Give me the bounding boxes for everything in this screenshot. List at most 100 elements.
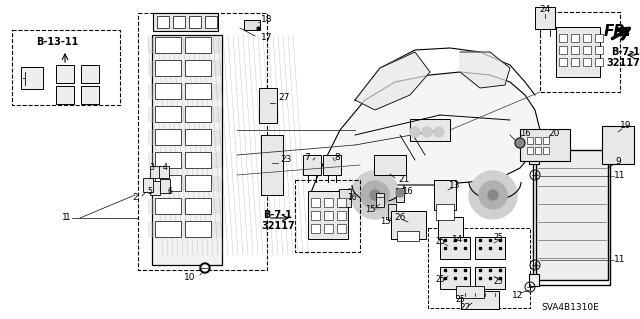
Text: 16: 16 xyxy=(520,129,531,137)
Bar xyxy=(571,46,579,54)
Text: B-7-1: B-7-1 xyxy=(264,210,292,220)
Bar xyxy=(155,37,181,53)
Text: B-7-1: B-7-1 xyxy=(611,47,640,57)
Bar xyxy=(155,221,181,237)
Bar xyxy=(185,152,211,168)
Bar xyxy=(323,211,333,219)
Bar xyxy=(434,180,456,210)
Bar xyxy=(475,237,505,259)
Polygon shape xyxy=(148,107,220,121)
Text: 4: 4 xyxy=(163,164,168,173)
Bar xyxy=(571,58,579,66)
Bar xyxy=(160,179,170,193)
Bar xyxy=(397,231,419,241)
Bar xyxy=(150,166,160,178)
Bar xyxy=(374,155,406,175)
Bar xyxy=(244,20,260,30)
Bar xyxy=(185,198,211,214)
Text: 26: 26 xyxy=(394,213,406,222)
Bar xyxy=(527,146,533,153)
Bar xyxy=(21,67,43,89)
Bar xyxy=(155,152,181,168)
Text: 17: 17 xyxy=(261,33,273,42)
Polygon shape xyxy=(148,130,220,144)
Polygon shape xyxy=(148,176,220,190)
Bar xyxy=(185,221,211,237)
Text: 15: 15 xyxy=(380,218,390,226)
Text: 7: 7 xyxy=(304,153,310,162)
Bar xyxy=(337,211,346,219)
Bar xyxy=(81,86,99,104)
Text: B-13-11: B-13-11 xyxy=(36,37,78,47)
Text: 2: 2 xyxy=(132,194,138,203)
Text: 11: 11 xyxy=(614,256,626,264)
Bar xyxy=(303,155,321,175)
Text: FR.: FR. xyxy=(604,25,632,40)
Bar xyxy=(185,83,211,99)
Bar xyxy=(396,188,404,202)
Bar xyxy=(559,46,567,54)
Bar xyxy=(295,180,360,252)
Circle shape xyxy=(396,189,404,197)
Bar xyxy=(556,27,600,77)
Text: 25: 25 xyxy=(435,238,445,247)
Bar xyxy=(543,146,549,153)
Polygon shape xyxy=(148,222,220,236)
Bar xyxy=(583,58,591,66)
Bar xyxy=(185,37,211,53)
Circle shape xyxy=(200,263,210,273)
Bar xyxy=(388,204,396,220)
Text: 10: 10 xyxy=(184,273,196,283)
Text: 13: 13 xyxy=(449,181,461,189)
Bar xyxy=(56,86,74,104)
Bar xyxy=(535,7,555,29)
Bar xyxy=(520,129,570,161)
Bar xyxy=(475,267,505,289)
Bar xyxy=(185,60,211,76)
Circle shape xyxy=(361,181,389,209)
Bar xyxy=(185,129,211,145)
Text: 11: 11 xyxy=(614,172,626,181)
Bar xyxy=(376,193,384,207)
Bar xyxy=(138,13,267,270)
Bar xyxy=(456,286,484,298)
Polygon shape xyxy=(148,153,220,167)
Polygon shape xyxy=(148,84,220,98)
Text: 23: 23 xyxy=(280,155,291,165)
Text: 32117: 32117 xyxy=(261,221,295,231)
Bar xyxy=(595,34,603,42)
Text: 24: 24 xyxy=(540,5,550,14)
Bar xyxy=(308,191,348,239)
Bar xyxy=(543,137,549,144)
Text: 25: 25 xyxy=(435,276,445,285)
Text: 22: 22 xyxy=(460,303,470,313)
Circle shape xyxy=(422,127,432,137)
Bar xyxy=(529,152,539,164)
Bar xyxy=(205,16,217,28)
Bar xyxy=(527,137,533,144)
Bar xyxy=(12,30,120,105)
Bar xyxy=(595,58,603,66)
Bar xyxy=(155,198,181,214)
Bar xyxy=(559,58,567,66)
Text: 14: 14 xyxy=(452,235,464,244)
Bar xyxy=(536,150,608,280)
Bar xyxy=(310,224,319,233)
Bar xyxy=(436,204,454,220)
Text: 18: 18 xyxy=(261,16,273,25)
Text: 25: 25 xyxy=(493,278,503,286)
Text: 32117: 32117 xyxy=(606,58,640,68)
Bar xyxy=(461,291,499,309)
Text: 12: 12 xyxy=(512,291,524,300)
Bar xyxy=(81,65,99,83)
Bar xyxy=(440,267,470,289)
Bar xyxy=(602,126,634,164)
Polygon shape xyxy=(310,72,540,195)
Bar xyxy=(583,46,591,54)
Circle shape xyxy=(410,127,420,137)
Circle shape xyxy=(488,190,498,200)
Bar xyxy=(259,87,277,122)
Polygon shape xyxy=(148,61,220,75)
Bar xyxy=(583,34,591,42)
Bar xyxy=(323,155,341,175)
